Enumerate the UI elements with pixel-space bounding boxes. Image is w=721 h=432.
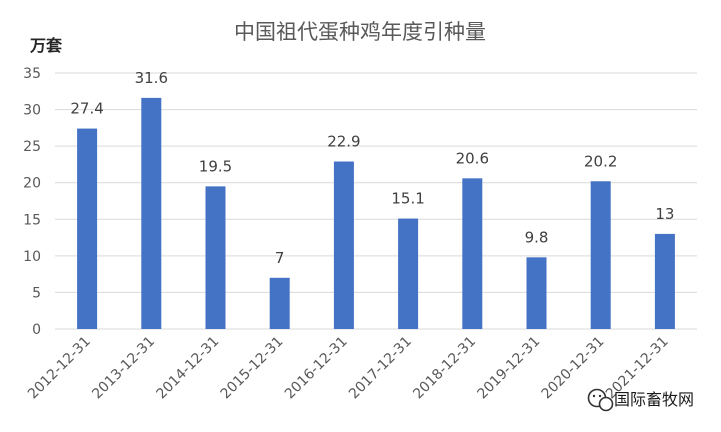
y-tick-label: 35 (23, 66, 41, 82)
x-tick-label: 2012-12-31 (25, 334, 94, 403)
x-axis-ticks: 2012-12-312013-12-312014-12-312015-12-31… (25, 334, 672, 403)
bars (77, 97, 675, 330)
data-label: 20.6 (456, 149, 489, 167)
watermark: 国际畜牧网 (587, 388, 694, 412)
chart-title: 中国祖代蛋种鸡年度引种量 (234, 20, 486, 44)
data-label: 27.4 (70, 100, 103, 118)
y-tick-label: 25 (23, 139, 41, 155)
watermark-text: 国际畜牧网 (614, 390, 694, 409)
data-label: 20.2 (584, 152, 617, 170)
data-label: 31.6 (135, 69, 168, 87)
data-label: 22.9 (327, 133, 360, 151)
wechat-icon (587, 388, 614, 412)
x-tick-label: 2013-12-31 (89, 334, 158, 403)
data-label: 9.8 (525, 228, 549, 246)
y-tick-label: 0 (32, 322, 41, 338)
data-label: 7 (275, 249, 285, 267)
y-tick-label: 20 (23, 176, 41, 192)
y-tick-label: 5 (32, 285, 41, 301)
x-tick-label: 2016-12-31 (282, 334, 351, 403)
x-tick-label: 2014-12-31 (153, 334, 222, 403)
data-label: 19.5 (199, 157, 232, 175)
bar (526, 257, 547, 329)
bar (398, 218, 419, 329)
y-axis-ticks: 0 5 10 15 20 25 30 35 (23, 66, 41, 338)
x-tick-label: 2015-12-31 (218, 334, 287, 403)
gridlines (55, 72, 697, 330)
x-tick-label: 2018-12-31 (410, 334, 479, 403)
y-tick-label: 10 (23, 249, 41, 265)
x-tick-label: 2019-12-31 (474, 334, 543, 403)
x-tick-label: 2017-12-31 (346, 334, 415, 403)
bar (77, 128, 98, 329)
data-labels: 27.4 31.6 19.5 7 22.9 15.1 20.6 9.8 20.2 13 (70, 69, 674, 267)
y-tick-label: 30 (23, 103, 41, 119)
bar (205, 186, 226, 329)
y-tick-label: 15 (23, 212, 41, 228)
y-axis-unit-label: 万套 (29, 36, 63, 55)
data-label: 13 (655, 205, 674, 223)
bar (141, 97, 162, 330)
bar (269, 277, 290, 329)
bar (654, 233, 675, 329)
bar (590, 181, 611, 329)
bar (462, 178, 483, 329)
data-label: 15.1 (391, 190, 424, 208)
bar (333, 161, 354, 329)
